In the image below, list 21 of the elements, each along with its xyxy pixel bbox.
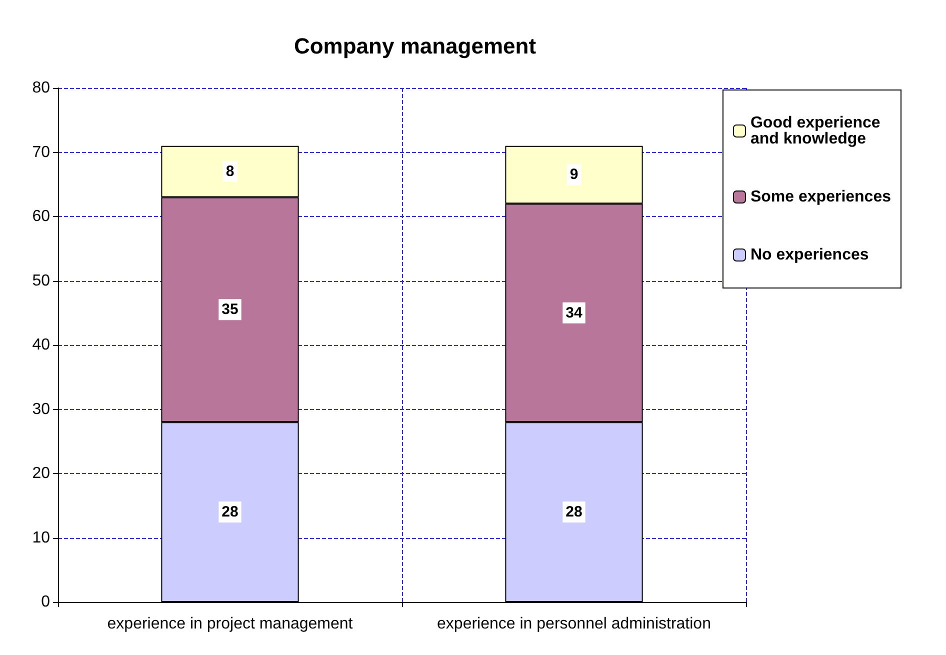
- y-tick-label: 0: [41, 594, 50, 610]
- data-label: 35: [222, 301, 238, 318]
- y-tick-label: 50: [32, 272, 50, 290]
- data-label: 28: [566, 504, 582, 521]
- y-tick-label: 40: [32, 336, 50, 354]
- chart-title: Company management: [294, 34, 537, 58]
- data-label: 28: [222, 504, 238, 521]
- data-label: 34: [566, 304, 583, 322]
- y-tick-label: 30: [32, 400, 50, 418]
- y-tick-label: 80: [32, 80, 50, 96]
- x-tick-label: experience in project management: [107, 616, 354, 632]
- data-label: 8: [226, 163, 234, 180]
- y-tick-label: 10: [32, 529, 50, 546]
- data-label: 9: [570, 166, 578, 184]
- y-tick-label: 60: [32, 208, 50, 225]
- x-tick-label: experience in personnel administration: [437, 616, 711, 632]
- legend-label: No experiences: [750, 246, 869, 264]
- y-tick-label: 70: [32, 144, 50, 161]
- legend-label: Good experience and knowledge: [750, 114, 885, 148]
- legend-label: Some experiences: [750, 188, 892, 206]
- y-tick-label: 20: [32, 465, 50, 482]
